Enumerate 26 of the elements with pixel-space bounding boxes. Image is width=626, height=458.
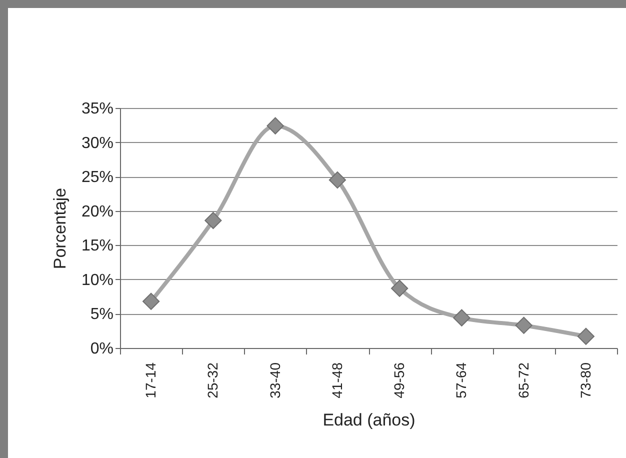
x-tick-label: 41-48 — [328, 362, 345, 398]
x-tick-label: 57-64 — [453, 362, 470, 398]
x-tick-label: 33-40 — [266, 362, 283, 398]
x-tick-label: 17-14 — [142, 362, 159, 398]
x-tick-label: 65-72 — [515, 362, 532, 398]
y-tick-label: 20% — [81, 203, 114, 220]
y-tick-label: 25% — [81, 169, 114, 186]
point — [204, 212, 222, 230]
y-tick-label: 35% — [81, 100, 114, 118]
x-tick-label: 49-56 — [391, 362, 408, 398]
point — [142, 292, 160, 310]
point — [266, 117, 284, 134]
point — [515, 316, 532, 334]
x-axis-title: Edad (años) — [322, 410, 416, 430]
x-tick-label: 25-32 — [204, 362, 221, 398]
y-tick-label: 5% — [90, 306, 114, 324]
point — [391, 280, 408, 297]
point — [577, 328, 594, 345]
point — [453, 309, 470, 326]
point — [328, 171, 346, 189]
y-tick-label: 10% — [81, 272, 114, 289]
y-tick-label: 30% — [81, 134, 114, 152]
y-tick-label: 15% — [81, 238, 114, 255]
x-tick-label: 73-80 — [577, 362, 594, 398]
y-tick-label: 0% — [90, 340, 114, 358]
y-axis-title: Porcentaje — [50, 188, 70, 270]
